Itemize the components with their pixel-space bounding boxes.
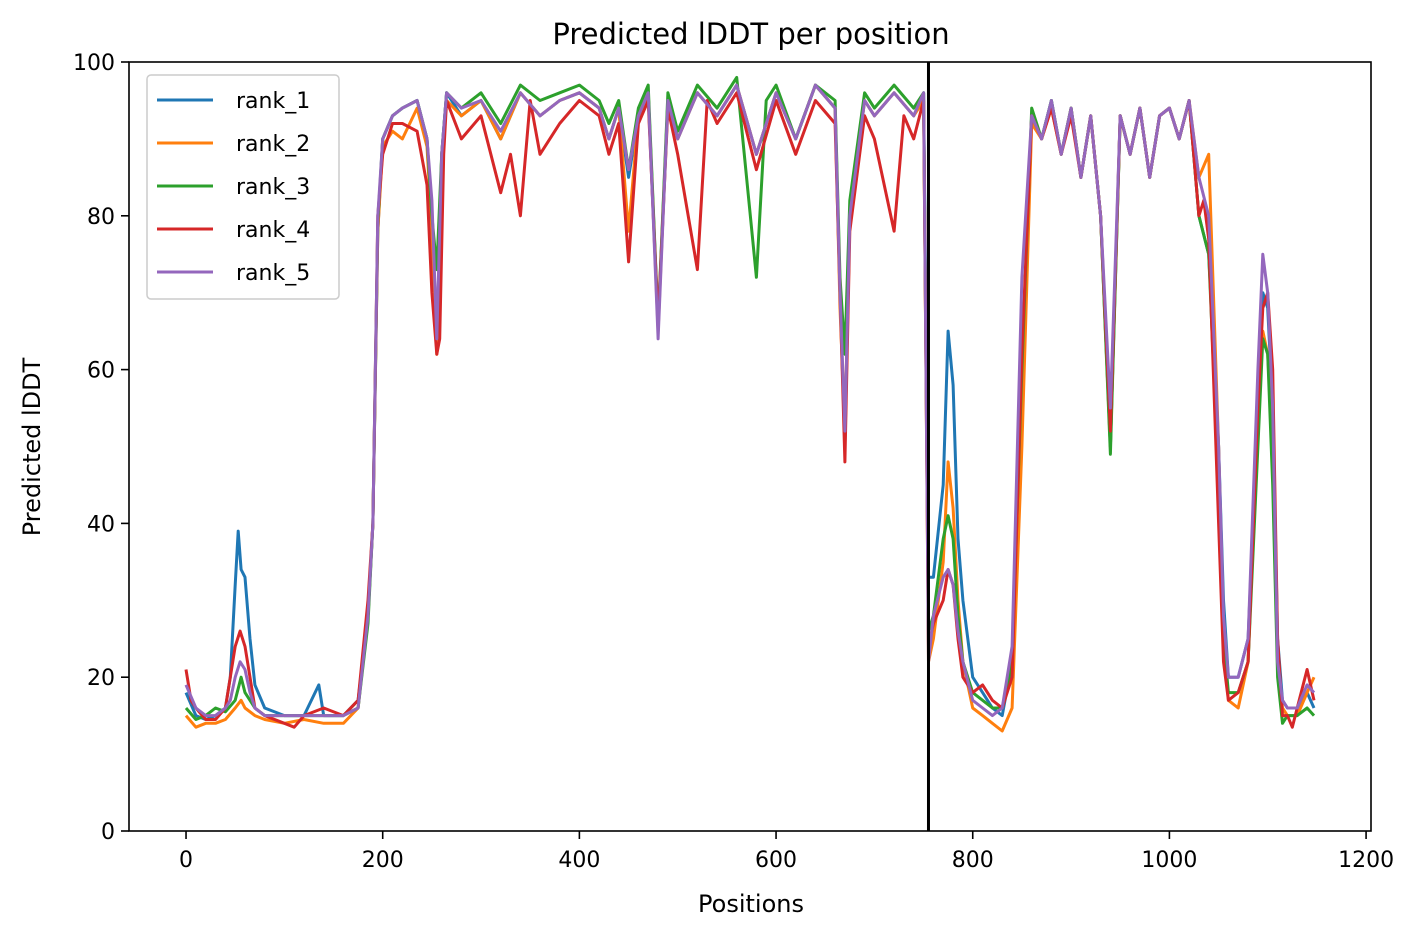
chart-title: Predicted lDDT per position — [552, 17, 949, 51]
legend-label-rank_5: rank_5 — [236, 261, 310, 286]
series-line-rank_3 — [184, 75, 1316, 725]
x-tick-label: 400 — [558, 848, 600, 873]
y-tick-label: 20 — [87, 666, 115, 691]
series-line-rank_1 — [184, 83, 1316, 721]
legend-label-rank_3: rank_3 — [236, 175, 310, 200]
y-axis-label: Predicted lDDT — [18, 357, 46, 536]
plot-lines — [184, 75, 1316, 733]
x-tick-label: 1200 — [1338, 848, 1394, 873]
legend-box — [146, 74, 340, 300]
y-axis: 0 20 40 60 80 100 — [73, 51, 129, 845]
x-axis: 0 200 400 600 800 1000 1200 — [179, 831, 1394, 873]
y-tick-label: 40 — [87, 512, 115, 537]
x-tick-label: 0 — [179, 848, 193, 873]
legend-label-rank_4: rank_4 — [236, 218, 310, 243]
x-axis-label: Positions — [698, 890, 804, 918]
y-tick-label: 0 — [101, 820, 115, 845]
x-tick-label: 200 — [362, 848, 404, 873]
legend-label-rank_2: rank_2 — [236, 132, 310, 157]
y-tick-label: 60 — [87, 359, 115, 384]
x-tick-label: 1000 — [1141, 848, 1197, 873]
y-tick-label: 100 — [73, 51, 115, 76]
series-line-rank_4 — [184, 91, 1316, 729]
x-tick-label: 600 — [755, 848, 797, 873]
series-line-rank_5 — [184, 83, 1316, 718]
legend-label-rank_1: rank_1 — [236, 89, 310, 114]
plot-frame — [128, 61, 1372, 832]
x-tick-label: 800 — [952, 848, 994, 873]
series-line-rank_2 — [184, 83, 1316, 733]
legend: rank_1 rank_2 rank_3 rank_4 rank_5 — [146, 74, 340, 300]
y-tick-label: 80 — [87, 205, 115, 230]
